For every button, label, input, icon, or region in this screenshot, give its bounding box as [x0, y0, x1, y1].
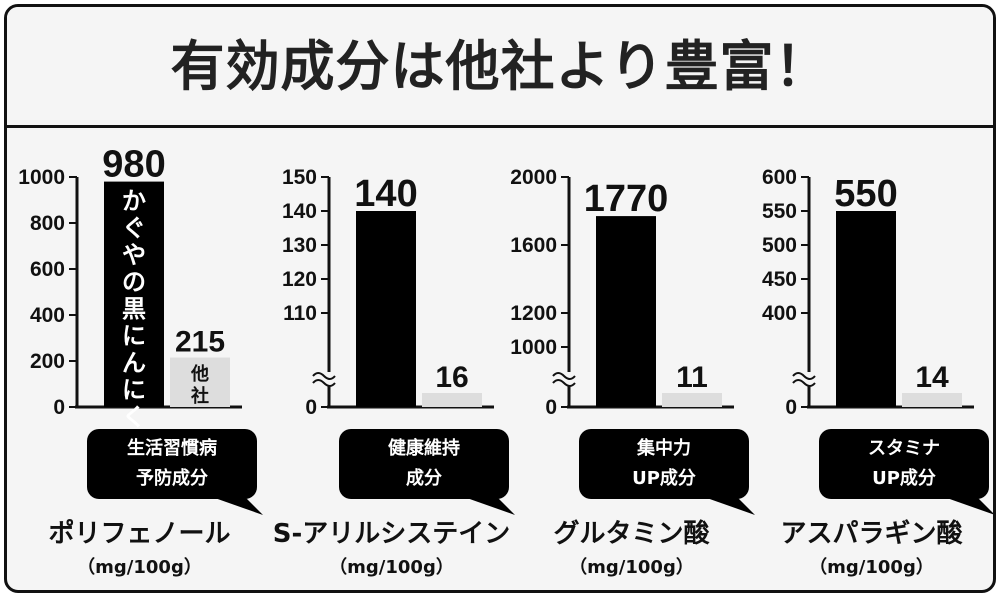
chart-unit: （mg/100g） — [329, 557, 454, 578]
bar-other — [170, 357, 230, 407]
badge-line-1: 生活習慣病 — [127, 438, 217, 459]
badge-line-1: 集中力 — [637, 438, 691, 459]
y-tick-label: 1600 — [510, 234, 557, 257]
y-tick-label: 1000 — [18, 166, 65, 189]
chart-name: グルタミン酸 — [553, 519, 710, 549]
chart-frame: 有効成分は他社より豊富！ 1000 800 600 400 200 0 980 215 かぐや… — [4, 4, 996, 593]
bar-label-other: 他社 — [191, 363, 209, 407]
bar-chart-aspartic: 600 550 500 450 400 0 550 14 — [762, 166, 993, 515]
header: 有効成分は他社より豊富！ — [7, 7, 993, 128]
value-label-own: 550 — [834, 173, 897, 215]
value-label-own: 1770 — [584, 178, 669, 220]
y-tick-label: 400 — [30, 304, 65, 327]
y-tick-label: 1200 — [510, 302, 557, 325]
bar-other — [662, 393, 722, 407]
badge-bubble — [339, 429, 509, 499]
chart-panel-polyphenol: 1000 800 600 400 200 0 980 215 かぐやの黒にんにく 他社 生活習… — [17, 144, 263, 590]
chart-panel-aspartic: 600 550 500 450 400 0 550 14 スタミナ UP成分 アスパラギン酸 … — [749, 157, 993, 590]
bar-label-own: かぐやの黒にんにく — [122, 186, 146, 431]
bar-own — [596, 216, 656, 407]
y-tick-label: 110 — [283, 302, 317, 325]
axis-break-gap — [793, 372, 815, 386]
y-tick-label: 1000 — [510, 336, 557, 359]
axis-break-gap — [313, 372, 335, 386]
y-tick-label: 200 — [30, 350, 65, 373]
badge-line-1: 健康維持 — [388, 438, 460, 459]
y-tick-label: 150 — [282, 166, 317, 189]
chart-name: アスパラギン酸 — [780, 519, 963, 549]
value-label-own: 140 — [354, 173, 417, 215]
y-tick-label: 2000 — [510, 166, 557, 189]
y-tick-label: 0 — [785, 396, 797, 419]
value-label-other: 14 — [915, 361, 949, 394]
y-tick-label: 0 — [305, 396, 317, 419]
axis-break-mark — [792, 379, 816, 387]
chart-name: ポリフェノール — [48, 519, 231, 549]
badge-bubble — [819, 429, 989, 499]
badge-tail — [212, 497, 263, 515]
bar-chart-sac: 150 140 130 120 110 0 140 16 — [282, 166, 515, 515]
badge-line-2: UP成分 — [632, 468, 696, 489]
y-tick-label: 400 — [762, 302, 797, 325]
bar-chart-polyphenol: 1000 800 600 400 200 0 980 215 — [18, 144, 263, 515]
axis-break-mark — [552, 379, 576, 387]
axis-break-mark — [312, 372, 336, 380]
y-tick-label: 600 — [30, 258, 65, 281]
axis-break-gap — [553, 372, 575, 386]
bar-own — [836, 211, 896, 407]
y-tick-label: 600 — [762, 166, 797, 189]
chart-unit: （mg/100g） — [569, 557, 694, 578]
chart-name: S-アリルシステイン — [272, 519, 511, 549]
bar-other — [902, 393, 962, 407]
badge-line-1: スタミナ — [868, 438, 940, 459]
y-tick-label: 140 — [282, 200, 317, 223]
y-tick-label: 500 — [762, 234, 797, 257]
value-label-other: 11 — [676, 361, 708, 394]
badge-line-2: UP成分 — [872, 468, 936, 489]
badge-line-2: 成分 — [406, 468, 442, 489]
bar-own — [356, 211, 416, 407]
badge-tail — [944, 497, 993, 515]
chart-unit: （mg/100g） — [809, 557, 934, 578]
value-label-other: 16 — [435, 361, 468, 394]
axis-break-mark — [552, 372, 576, 380]
chart-panel-sac: 150 140 130 120 110 0 140 16 健康維持 成分 S-アリルシステイン… — [269, 157, 515, 590]
badge-line-2: 予防成分 — [136, 468, 208, 489]
bar-own — [104, 181, 164, 407]
bar-other — [422, 393, 482, 407]
y-tick-label: 450 — [762, 268, 797, 291]
y-tick-label: 800 — [30, 212, 65, 235]
bar-chart-glutamic: 2000 1600 1200 1000 0 1770 11 — [510, 166, 755, 515]
y-tick-label: 0 — [53, 396, 65, 419]
badge-tail — [704, 497, 755, 515]
axis-break-mark — [312, 379, 336, 387]
chart-panel-glutamic: 2000 1600 1200 1000 0 1770 11 集中力 UP成分 グルタミン酸 … — [509, 157, 755, 590]
badge-bubble — [87, 429, 257, 499]
y-tick-label: 0 — [545, 396, 557, 419]
axis-break-mark — [792, 372, 816, 380]
y-tick-label: 550 — [762, 200, 797, 223]
badge-bubble — [579, 429, 749, 499]
badge-tail — [464, 497, 515, 515]
page-title: 有効成分は他社より豊富！ — [170, 34, 830, 98]
y-tick-label: 120 — [282, 268, 317, 291]
value-label-other: 215 — [175, 326, 225, 359]
value-label-own: 980 — [102, 144, 165, 186]
y-tick-label: 130 — [282, 234, 317, 257]
chart-unit: （mg/100g） — [77, 557, 202, 578]
